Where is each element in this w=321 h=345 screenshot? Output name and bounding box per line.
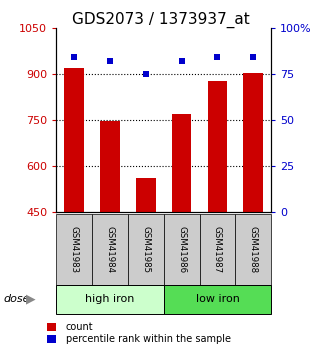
Text: dose: dose — [3, 294, 30, 304]
Point — [143, 71, 148, 77]
Bar — [64, 68, 84, 212]
Text: GSM41983: GSM41983 — [70, 226, 79, 273]
Text: GDS2073 / 1373937_at: GDS2073 / 1373937_at — [72, 12, 249, 28]
Point — [107, 58, 112, 63]
Bar — [243, 73, 263, 212]
Text: GSM41985: GSM41985 — [141, 226, 150, 273]
Text: GSM41987: GSM41987 — [213, 226, 222, 273]
Point — [251, 55, 256, 60]
Bar — [136, 178, 156, 212]
Text: count: count — [66, 322, 93, 332]
Point — [72, 55, 77, 60]
Text: GSM41988: GSM41988 — [249, 226, 258, 273]
Bar — [208, 80, 227, 212]
Text: GSM41986: GSM41986 — [177, 226, 186, 273]
Bar — [172, 114, 192, 212]
Point — [179, 58, 184, 63]
Text: low iron: low iron — [195, 294, 239, 304]
Bar — [100, 120, 120, 212]
Text: GSM41984: GSM41984 — [105, 226, 115, 273]
Text: high iron: high iron — [85, 294, 134, 304]
Text: ▶: ▶ — [26, 293, 35, 306]
Text: percentile rank within the sample: percentile rank within the sample — [66, 334, 231, 344]
Point — [215, 55, 220, 60]
